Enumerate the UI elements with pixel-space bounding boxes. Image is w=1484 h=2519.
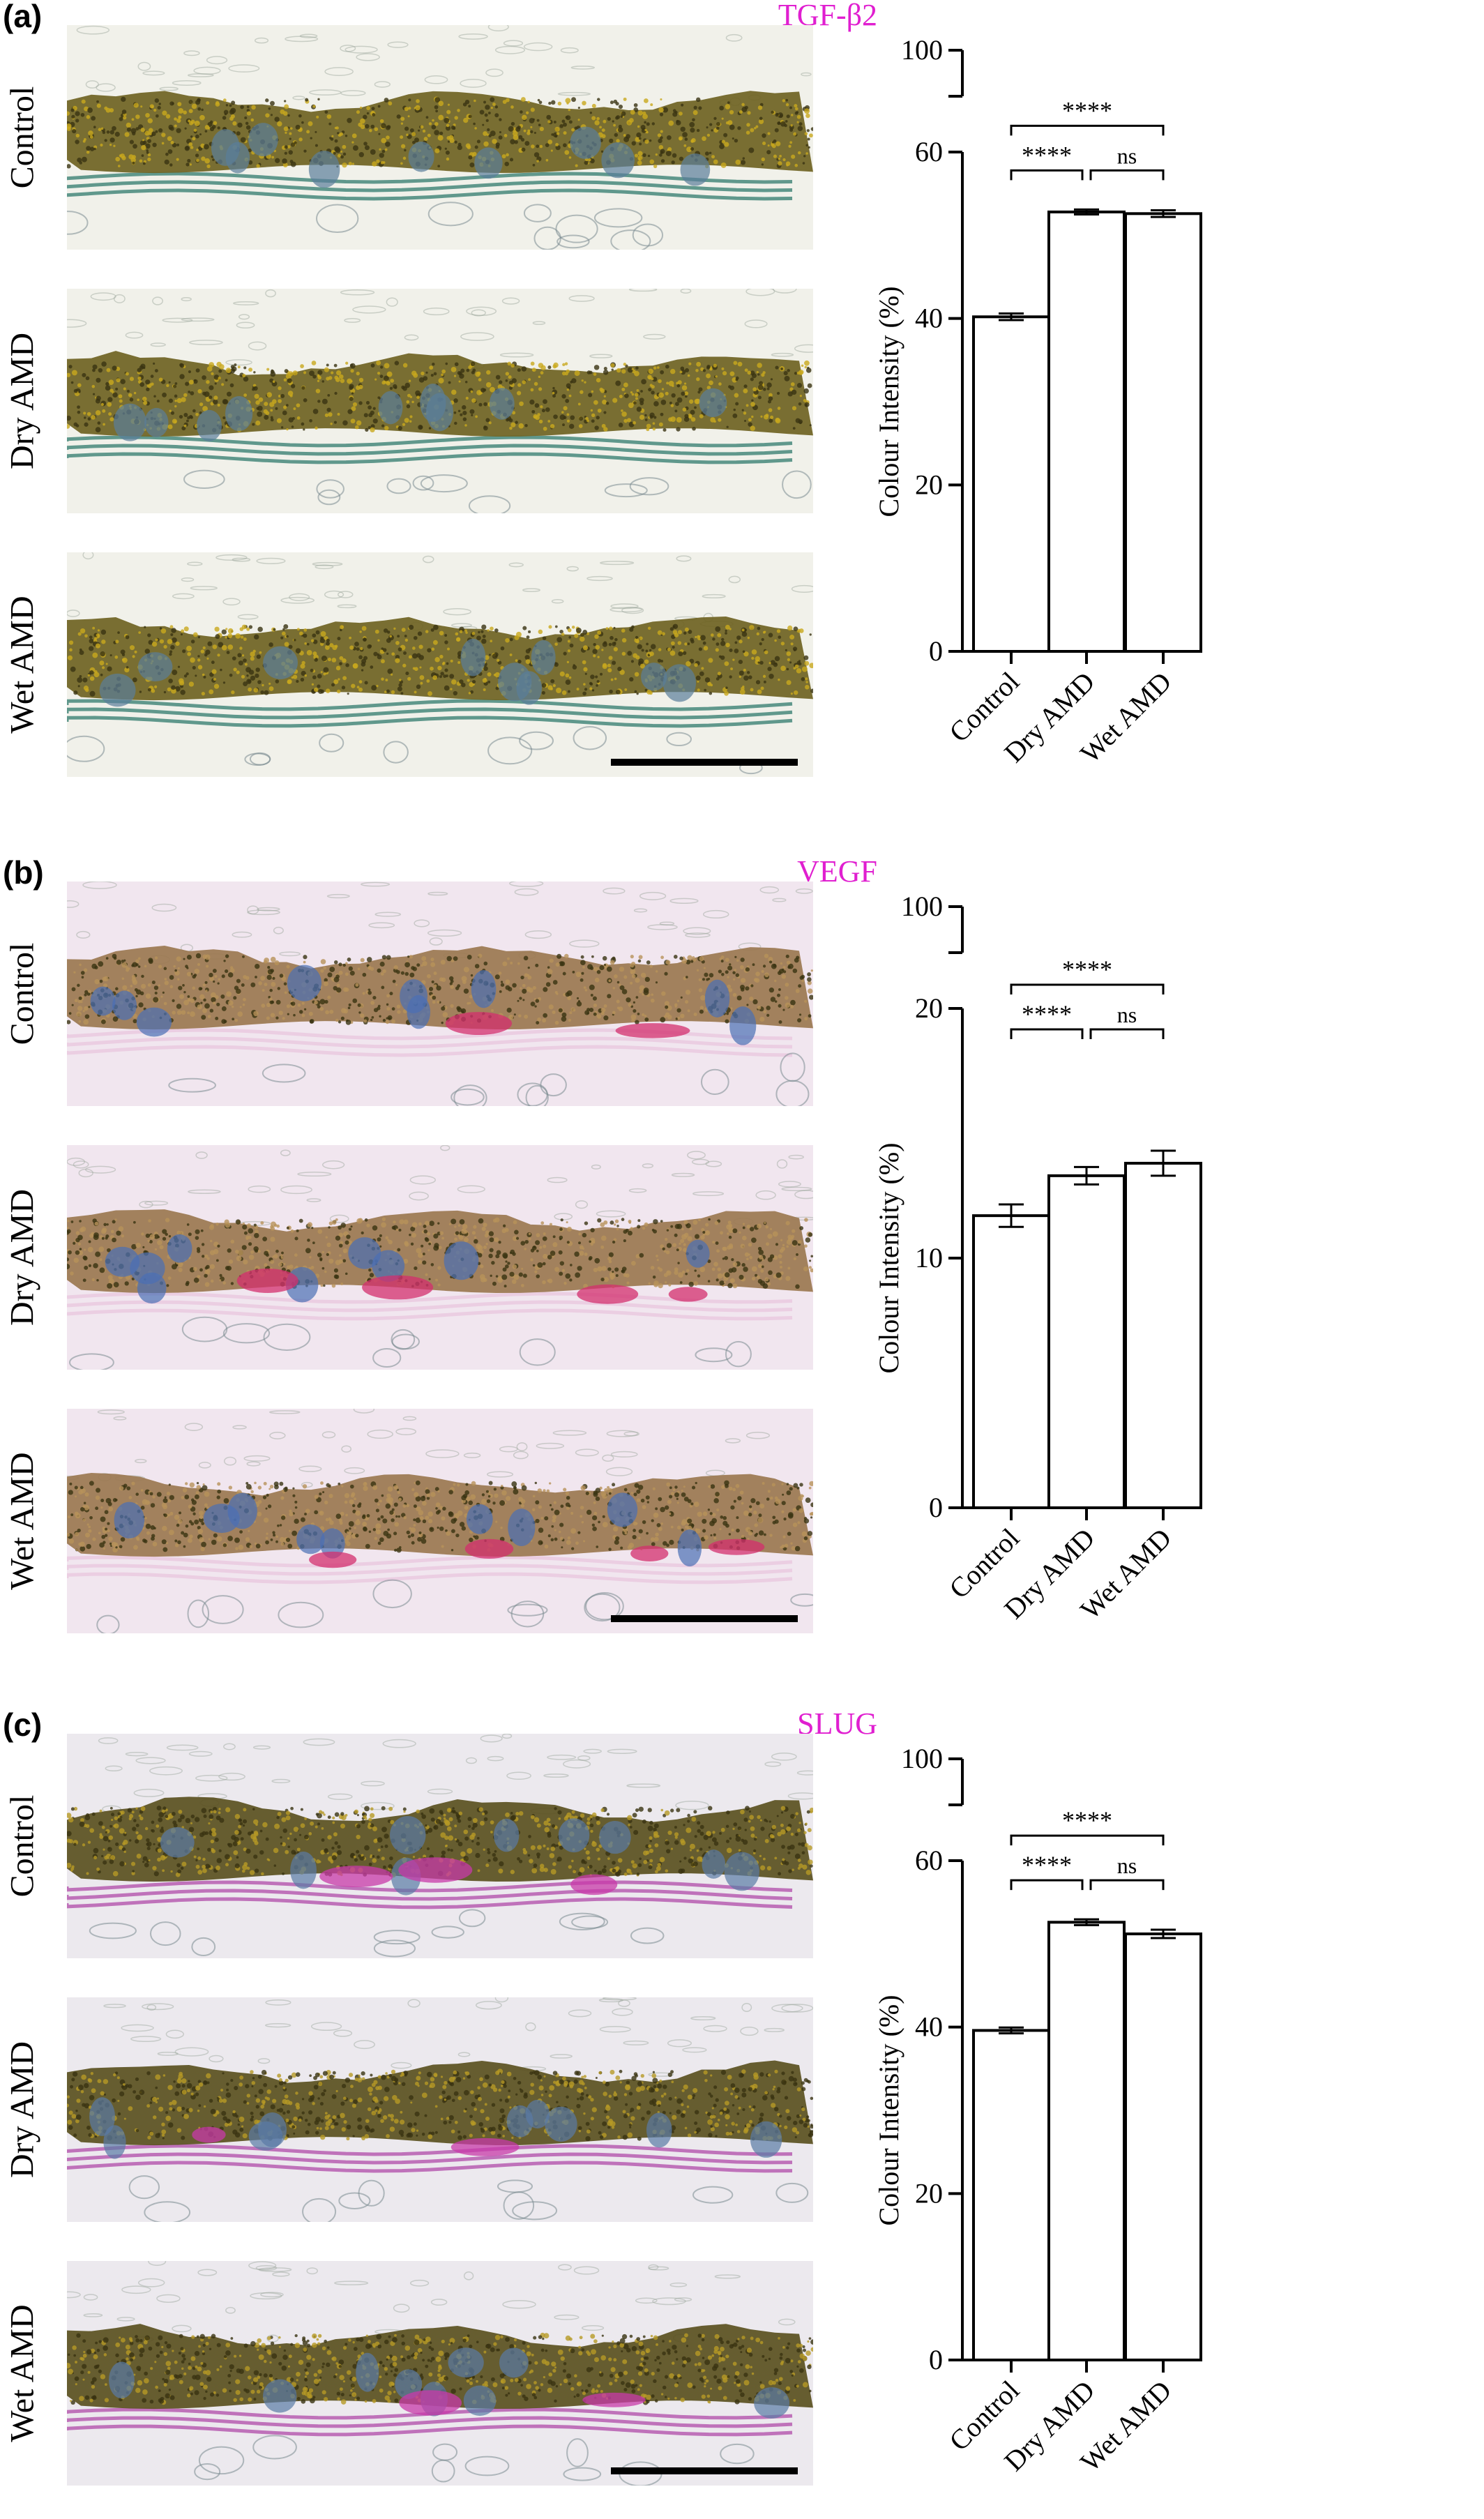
row-label: Wet AMD	[1, 2261, 43, 2486]
y-tick-label: 10	[915, 1242, 943, 1273]
y-tick-label: 0	[929, 635, 943, 667]
y-tick-label: 20	[915, 469, 943, 500]
row-label: Control	[1, 882, 43, 1106]
row-label: Control	[1, 25, 43, 250]
y-tick-label: 60	[915, 1845, 943, 1876]
micrograph	[67, 1409, 813, 1633]
scale-bar	[611, 2467, 798, 2474]
micrograph	[67, 552, 813, 777]
panel-letter: (a)	[3, 0, 43, 34]
significance-bracket	[1010, 1834, 1165, 1846]
micrograph	[67, 1145, 813, 1370]
micrograph	[67, 1997, 813, 2222]
y-axis-label: Colour Intensity (%)	[873, 286, 904, 517]
bar	[1047, 1921, 1126, 2362]
y-tick-label: 40	[915, 303, 943, 334]
bar	[972, 2029, 1050, 2361]
y-tick-label: 60	[915, 136, 943, 167]
micrograph	[67, 2261, 813, 2486]
row-label-text: Dry AMD	[3, 2041, 41, 2179]
significance-label: ns	[1117, 143, 1137, 168]
y-tick-label: 0	[929, 2344, 943, 2375]
chart-container: 100 0 10 20 Colour Intensity (%) Control Dry A…	[873, 856, 1484, 1665]
significance-bracket	[1089, 1028, 1165, 1039]
significance-bracket	[1010, 124, 1165, 136]
significance-bracket	[1089, 1879, 1165, 1891]
scale-bar	[611, 1615, 798, 1622]
y-tick-label: 20	[915, 2177, 943, 2209]
significance-label: ****	[1022, 1000, 1072, 1028]
y-axis-label: Colour Intensity (%)	[873, 1142, 904, 1373]
chart-container: 100 0 20 40 60 Colour Intensity (%) Control Dry…	[873, 0, 1484, 809]
row-label-text: Wet AMD	[3, 2304, 41, 2442]
row-label-text: Wet AMD	[3, 1452, 41, 1590]
significance-bracket	[1010, 1028, 1084, 1039]
significance-label: ns	[1117, 1002, 1137, 1027]
row-label-text: Wet AMD	[3, 596, 41, 734]
significance-bracket	[1010, 983, 1165, 994]
significance-label: ****	[1062, 96, 1112, 124]
row-label-text: Control	[3, 86, 41, 189]
scale-bar	[611, 759, 798, 766]
bar	[972, 1214, 1050, 1509]
significance-label: ****	[1022, 141, 1072, 169]
chart-container: 100 0 20 40 60 Colour Intensity (%) Control Dry…	[873, 1709, 1484, 2518]
y-axis-label: Colour Intensity (%)	[873, 1995, 904, 2225]
y-tick-label: 100	[901, 1743, 943, 1774]
y-tick-label: 0	[929, 1492, 943, 1523]
bar	[1124, 212, 1202, 653]
y-tick-label: 40	[915, 2011, 943, 2043]
row-label-text: Control	[3, 942, 41, 1045]
significance-label: ****	[1062, 1806, 1112, 1834]
significance-bracket	[1010, 1879, 1084, 1891]
row-label: Dry AMD	[1, 1997, 43, 2222]
y-tick-label: 100	[901, 891, 943, 922]
panel-letter: (b)	[3, 854, 44, 891]
y-tick-label: 100	[901, 34, 943, 66]
bar	[1047, 1174, 1126, 1509]
micrograph	[67, 882, 813, 1106]
figure-panel: (a) TGF-β2 Control Dry AMD Wet AMD 100 0 20 40 60…	[0, 0, 1484, 809]
bar	[1124, 1932, 1202, 2362]
significance-label: ns	[1117, 1853, 1137, 1878]
row-label: Wet AMD	[1, 1409, 43, 1633]
significance-bracket	[1010, 169, 1084, 181]
row-label-text: Control	[3, 1794, 41, 1898]
significance-bracket	[1089, 169, 1165, 181]
panel-letter: (c)	[3, 1707, 43, 1743]
micrograph	[67, 289, 813, 513]
row-label: Wet AMD	[1, 552, 43, 777]
row-label-text: Dry AMD	[3, 1188, 41, 1326]
bar	[1047, 210, 1126, 653]
micrograph	[67, 1734, 813, 1958]
micrograph	[67, 25, 813, 250]
bar	[972, 315, 1050, 653]
y-tick-label: 20	[915, 992, 943, 1024]
bar	[1124, 1161, 1202, 1509]
row-label-text: Dry AMD	[3, 332, 41, 470]
significance-label: ****	[1022, 1851, 1072, 1879]
figure-panel: (b) VEGF Control Dry AMD Wet AMD 100 0 10 20 Colo…	[0, 854, 1484, 1665]
significance-label: ****	[1062, 955, 1112, 983]
row-label: Dry AMD	[1, 289, 43, 513]
figure-panel: (c) SLUG Control Dry AMD Wet AMD 100 0 20 40 60 Co…	[0, 1707, 1484, 2518]
row-label: Dry AMD	[1, 1145, 43, 1370]
row-label: Control	[1, 1734, 43, 1958]
